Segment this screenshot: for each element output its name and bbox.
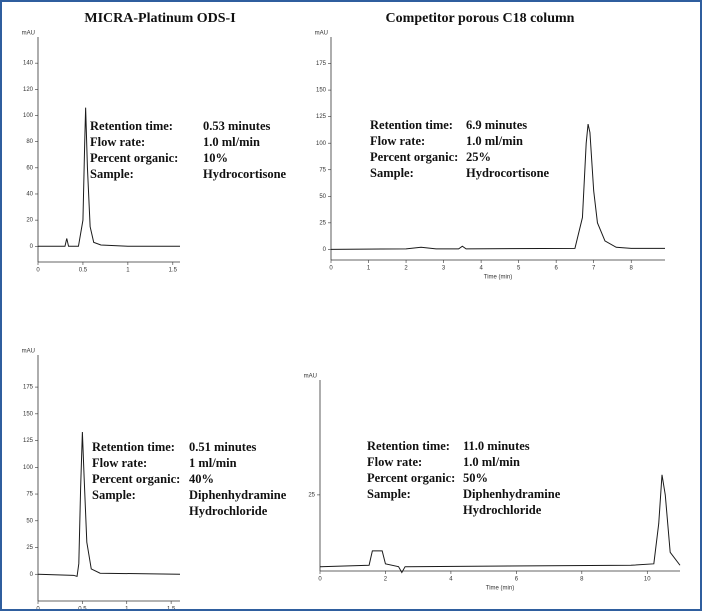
y-axis-label: mAU — [22, 349, 35, 355]
y-tick-label: 75 — [26, 492, 33, 498]
annotation-label: Sample: — [92, 488, 136, 502]
trace — [37, 431, 181, 578]
annotation-value: 0.51 minutes — [189, 440, 257, 454]
annotation-value: 1.0 ml/min — [203, 135, 260, 149]
x-tick-label: 0.5 — [78, 607, 87, 609]
x-tick-label: 2 — [404, 266, 408, 272]
annotation-label: Sample: — [367, 487, 411, 501]
annotation-value: 1.0 ml/min — [463, 455, 520, 469]
annotation-value: Hydrocortisone — [203, 167, 287, 181]
y-tick-label: 25 — [26, 545, 33, 551]
annotation-value: 11.0 minutes — [463, 439, 530, 453]
chart-title: Competitor porous C18 column — [386, 11, 575, 26]
annotation-value: 25% — [466, 150, 491, 164]
x-tick-label: 0.5 — [79, 268, 88, 274]
y-axis-label: mAU — [315, 31, 328, 37]
y-tick-label: 80 — [26, 139, 33, 145]
x-tick-label: 1.5 — [169, 268, 178, 274]
annotation-value: Diphenhydramine — [463, 487, 561, 501]
x-tick-label: 8 — [580, 577, 584, 583]
trace — [319, 474, 681, 574]
y-tick-label: 0 — [30, 572, 34, 578]
x-tick-label: 8 — [630, 266, 634, 272]
x-tick-label: 1 — [367, 266, 371, 272]
y-tick-label: 125 — [23, 438, 34, 444]
annotation-value: Hydrochloride — [189, 504, 268, 518]
x-tick-label: 4 — [449, 577, 453, 583]
trace — [330, 123, 665, 250]
y-tick-label: 100 — [23, 113, 34, 119]
x-tick-label: 1 — [126, 268, 130, 274]
annotation-label: Retention time: — [370, 118, 453, 132]
annotation-label: Flow rate: — [90, 135, 145, 149]
annotation-value: 50% — [463, 471, 488, 485]
chart-title: MICRA-Platinum ODS-I — [84, 11, 235, 26]
y-tick-label: 25 — [319, 220, 326, 226]
x-tick-label: 10 — [644, 577, 651, 583]
annotation-label: Retention time: — [367, 439, 450, 453]
annotation-label: Percent organic: — [367, 471, 455, 485]
annotation-label: Flow rate: — [370, 134, 425, 148]
x-tick-label: 1 — [125, 607, 129, 609]
annotation-value: 6.9 minutes — [466, 118, 527, 132]
x-tick-label: 3 — [442, 266, 446, 272]
y-tick-label: 150 — [316, 88, 327, 94]
y-tick-label: 50 — [319, 194, 326, 200]
y-axis-label: mAU — [304, 374, 317, 380]
x-tick-label: 0 — [329, 266, 333, 272]
y-axis-label: mAU — [22, 31, 35, 37]
x-axis-label: Time (min) — [486, 586, 514, 592]
y-tick-label: 175 — [316, 61, 327, 67]
y-tick-label: 120 — [23, 87, 34, 93]
x-axis-label: Time (min) — [484, 275, 512, 281]
annotation-value: 40% — [189, 472, 214, 486]
annotation-value: 0.53 minutes — [203, 119, 271, 133]
y-tick-label: 125 — [316, 114, 327, 120]
x-tick-label: 1.5 — [167, 607, 176, 609]
y-tick-label: 150 — [23, 411, 34, 417]
x-tick-label: 4 — [479, 266, 483, 272]
y-tick-label: 25 — [308, 492, 315, 498]
y-tick-label: 20 — [26, 218, 33, 224]
y-tick-label: 60 — [26, 165, 33, 171]
annotation-label: Retention time: — [90, 119, 173, 133]
annotation-value: Diphenhydramine — [189, 488, 287, 502]
x-tick-label: 5 — [517, 266, 521, 272]
x-tick-label: 0 — [36, 607, 40, 609]
y-tick-label: 100 — [23, 465, 34, 471]
annotation-label: Flow rate: — [92, 456, 147, 470]
annotation-value: 10% — [203, 151, 228, 165]
annotation-value: Hydrochloride — [463, 503, 542, 517]
x-tick-label: 7 — [592, 266, 596, 272]
y-tick-label: 100 — [316, 141, 327, 147]
trace — [38, 107, 180, 247]
x-tick-label: 6 — [554, 266, 558, 272]
annotation-label: Sample: — [370, 166, 414, 180]
y-tick-label: 0 — [30, 244, 34, 250]
y-tick-label: 40 — [26, 192, 33, 198]
annotation-value: 1 ml/min — [189, 456, 237, 470]
x-tick-label: 0 — [36, 268, 40, 274]
y-tick-label: 50 — [26, 518, 33, 524]
annotation-value: Hydrocortisone — [466, 166, 550, 180]
x-tick-label: 6 — [515, 577, 519, 583]
x-tick-label: 0 — [318, 577, 322, 583]
y-tick-label: 0 — [323, 247, 327, 253]
annotation-label: Percent organic: — [370, 150, 458, 164]
y-tick-label: 140 — [23, 61, 34, 67]
annotation-label: Sample: — [90, 167, 134, 181]
annotation-label: Retention time: — [92, 440, 175, 454]
annotation-label: Flow rate: — [367, 455, 422, 469]
annotation-label: Percent organic: — [90, 151, 178, 165]
y-tick-label: 175 — [23, 385, 34, 391]
annotation-value: 1.0 ml/min — [466, 134, 523, 148]
y-tick-label: 75 — [319, 167, 326, 173]
annotation-label: Percent organic: — [92, 472, 180, 486]
x-tick-label: 2 — [384, 577, 388, 583]
